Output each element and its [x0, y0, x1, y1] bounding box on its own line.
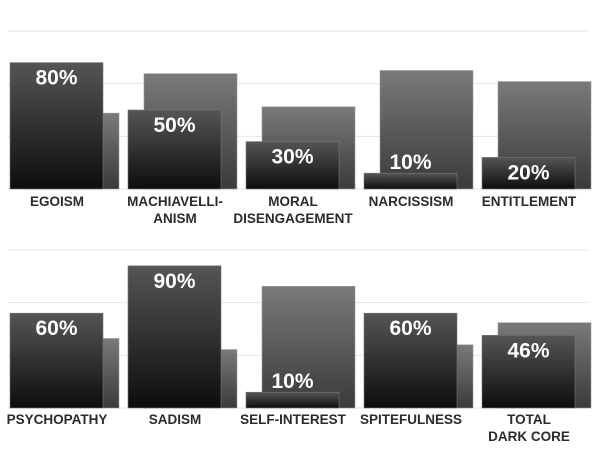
bar-value-label: 60% [35, 317, 77, 340]
bar-front [9, 62, 104, 190]
bar-front [481, 157, 576, 190]
category-label: NARCISSISM [369, 194, 454, 209]
category-label: MACHIAVELLI-ANISM [127, 194, 223, 226]
category-label: SPITEFULNESS [360, 412, 462, 427]
category-label: PSYCHOPATHY [7, 412, 108, 427]
bar-value-label: 80% [35, 67, 77, 90]
bar-back [261, 286, 356, 409]
bar-value-label: 10% [271, 370, 313, 393]
bar-value-label: 30% [271, 146, 313, 169]
bar-front [245, 141, 340, 190]
chart-panel-1: 80% EGOISM 50% MACHIAVELLI-ANISM 30% MORAL DIS… [8, 30, 592, 226]
chart-panel-2: 60% PSYCHOPATHY 90% SADISM 10% SELF-INTEREST 6… [7, 249, 592, 444]
bar-front [127, 109, 222, 190]
bar-front [127, 265, 222, 409]
bar-value-label: 46% [507, 339, 549, 362]
bar-front [245, 391, 340, 409]
category-label: SELF-INTEREST [240, 412, 347, 427]
bar-back [379, 70, 474, 190]
category-label: TOTAL DARK CORE [488, 412, 570, 444]
category-label: EGOISM [30, 194, 84, 209]
category-label: ENTITLEMENT [482, 194, 577, 209]
bar-value-label: 50% [153, 114, 195, 137]
bar-value-label: 20% [507, 161, 549, 184]
bar-front [363, 312, 458, 409]
bar-value-label: 10% [389, 151, 431, 174]
category-label: SADISM [149, 412, 202, 427]
bar-front [9, 312, 104, 409]
category-label: MORAL DISENGAGEMENT [233, 194, 353, 226]
bar-front [481, 335, 576, 409]
bar-value-label: 90% [153, 270, 195, 293]
bar-value-label: 60% [389, 317, 431, 340]
bar-front [363, 172, 458, 190]
